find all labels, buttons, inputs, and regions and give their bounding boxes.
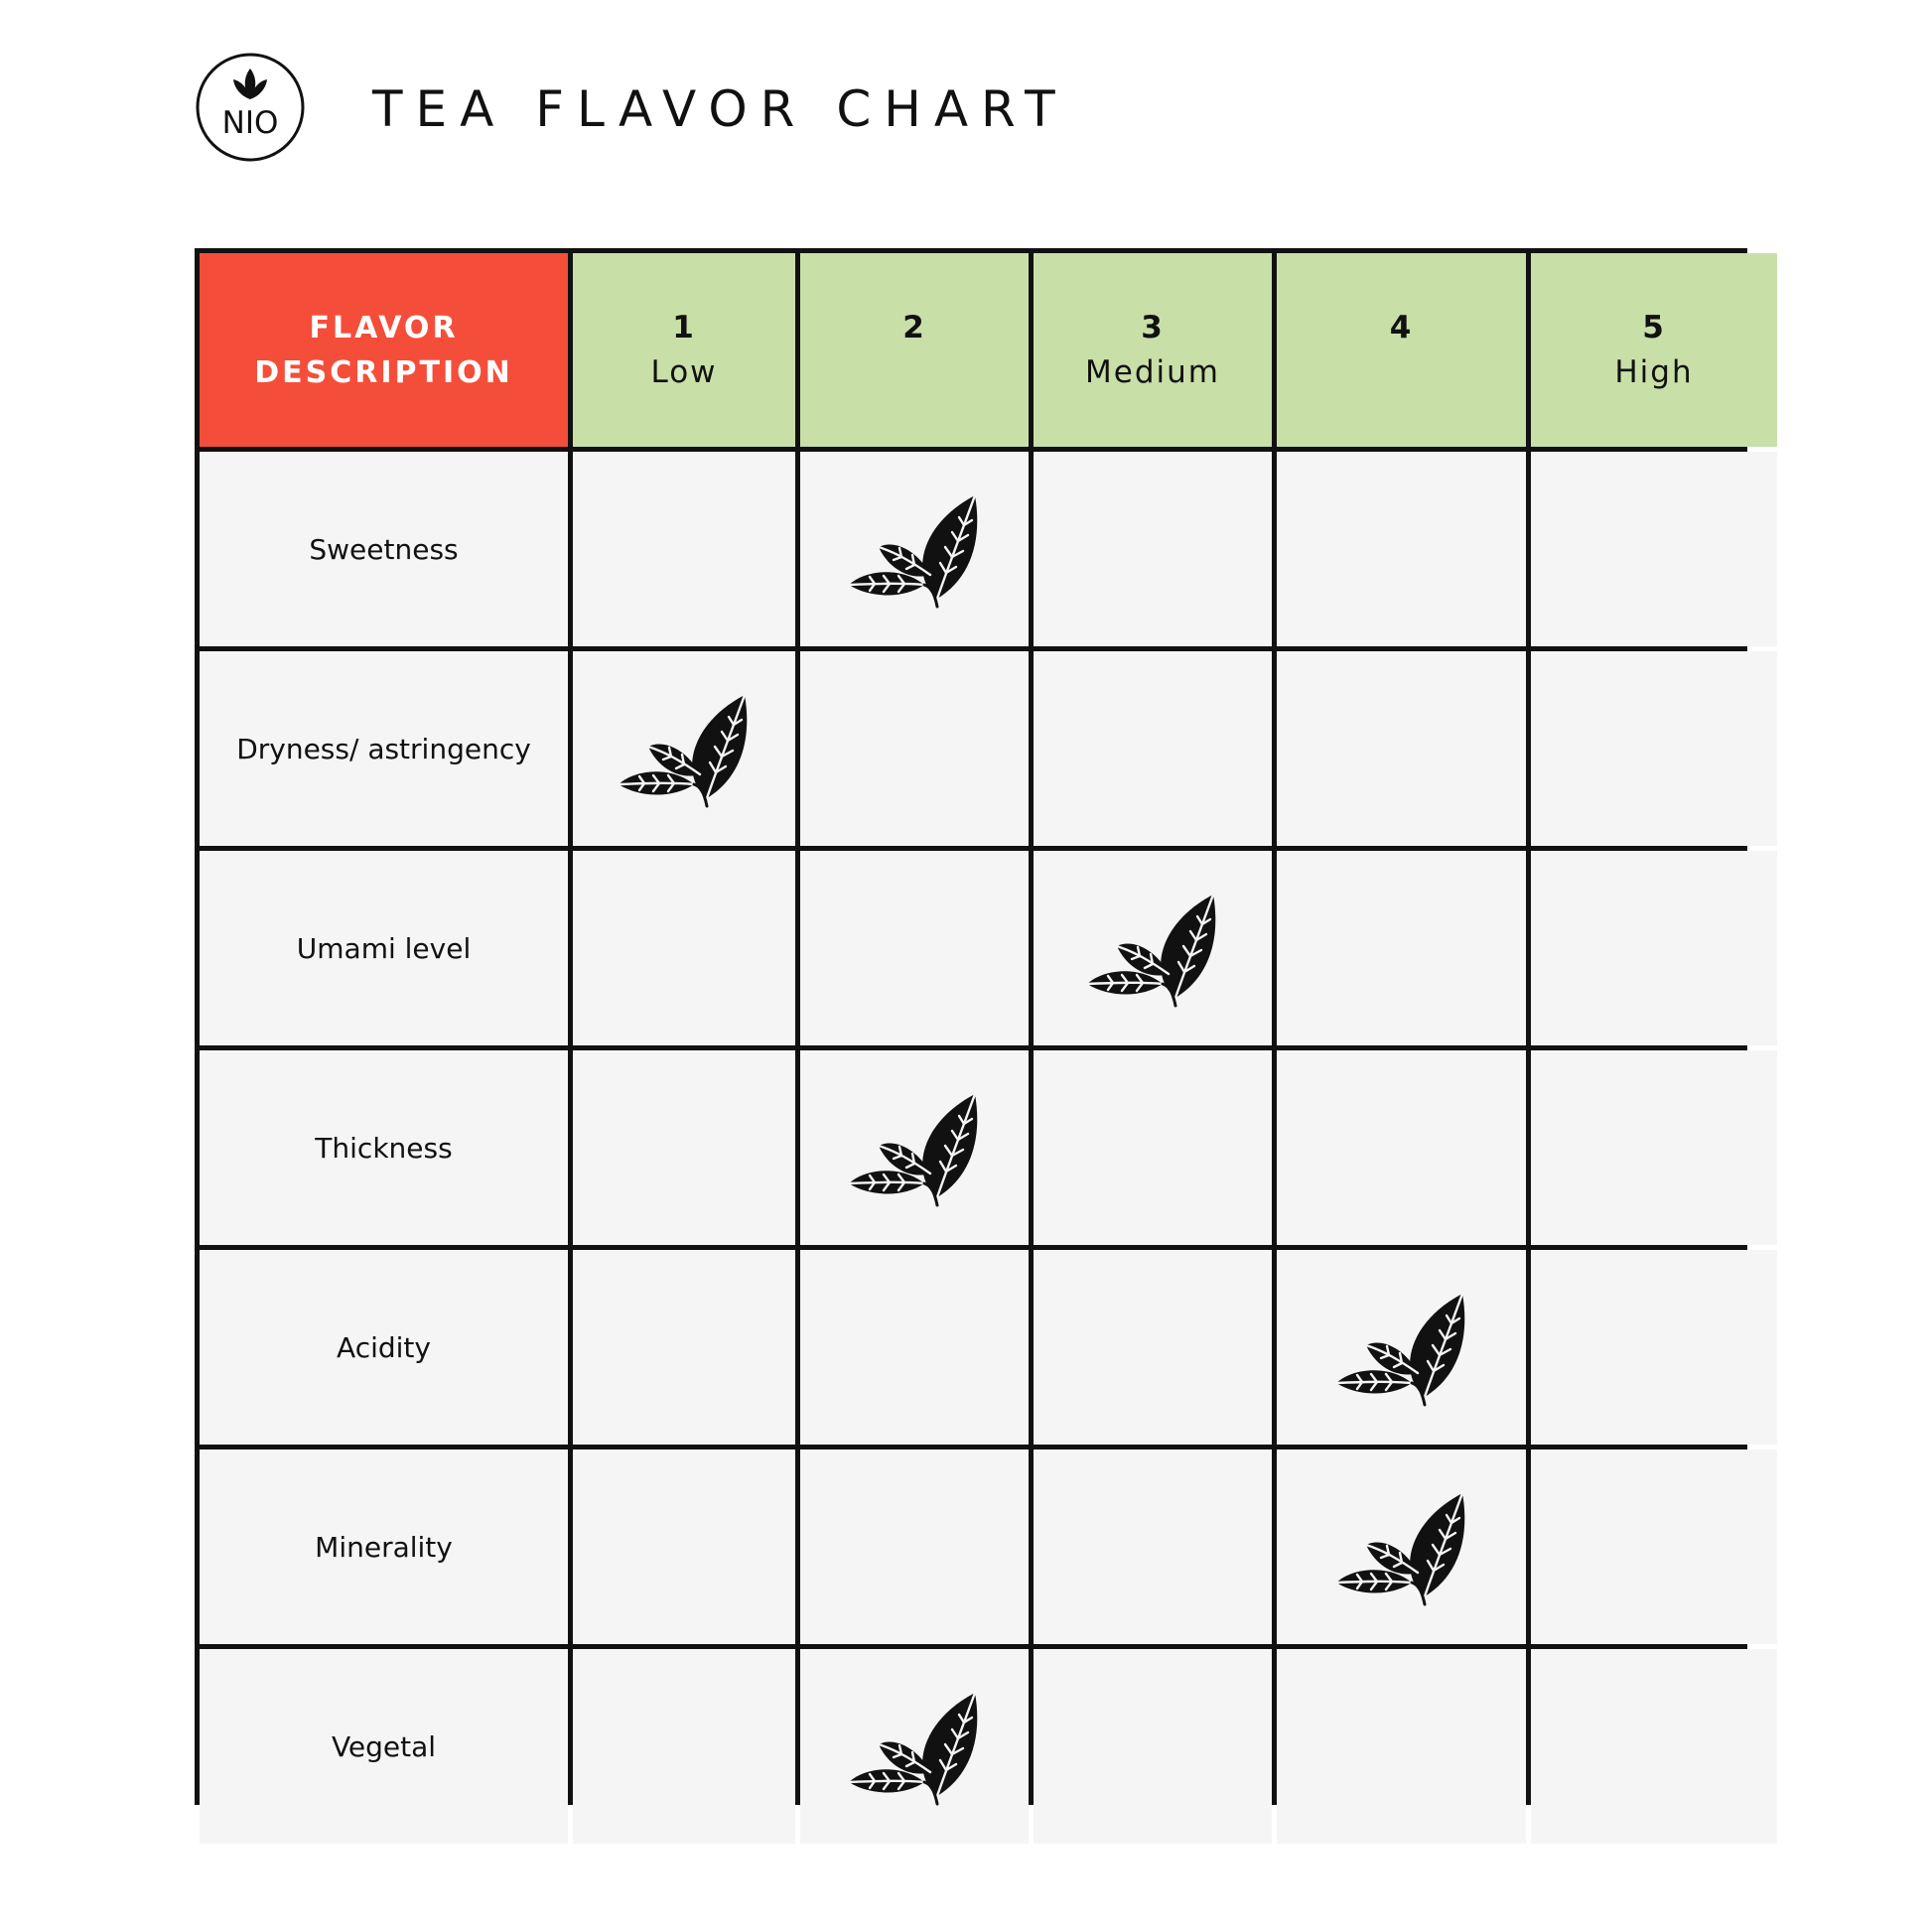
rating-cell bbox=[800, 1649, 1029, 1844]
rating-cell bbox=[1034, 1449, 1272, 1644]
rating-cell bbox=[1277, 1649, 1526, 1844]
level-number: 3 bbox=[1141, 309, 1165, 345]
rating-cell bbox=[1531, 651, 1777, 846]
tea-leaf-icon bbox=[845, 1088, 984, 1207]
rating-marker bbox=[1332, 1288, 1471, 1407]
rating-cell bbox=[573, 651, 795, 846]
flavor-header-word: DESCRIPTION bbox=[254, 354, 513, 390]
page-title: TEA FLAVOR CHART bbox=[372, 80, 1068, 138]
logo-leaves-icon bbox=[233, 69, 267, 99]
level-header-5: 5 High bbox=[1531, 253, 1777, 447]
rating-cell bbox=[573, 1250, 795, 1445]
flavor-label: Thickness bbox=[200, 1050, 568, 1245]
rating-marker bbox=[845, 1088, 984, 1207]
level-header-3: 3 Medium bbox=[1034, 253, 1272, 447]
flavor-description-header: FLAVOR DESCRIPTION bbox=[200, 253, 568, 447]
rating-marker bbox=[845, 1687, 984, 1806]
flavor-label: Umami level bbox=[200, 851, 568, 1045]
tea-leaf-icon bbox=[845, 1687, 984, 1806]
rating-cell bbox=[1277, 1050, 1526, 1245]
logo-mark: NIO bbox=[196, 53, 305, 162]
rating-cell bbox=[1277, 1250, 1526, 1445]
flavor-label: Acidity bbox=[200, 1250, 568, 1445]
tea-leaf-icon bbox=[1332, 1487, 1471, 1606]
tea-leaf-icon bbox=[1332, 1288, 1471, 1407]
rating-cell bbox=[1531, 1050, 1777, 1245]
rating-cell bbox=[800, 1449, 1029, 1644]
level-number: 4 bbox=[1389, 309, 1414, 345]
level-label: Low bbox=[650, 353, 718, 390]
rating-cell bbox=[1034, 1050, 1272, 1245]
rating-cell bbox=[573, 1050, 795, 1245]
rating-cell bbox=[1034, 651, 1272, 846]
rating-cell bbox=[800, 1050, 1029, 1245]
rating-cell bbox=[800, 1250, 1029, 1445]
rating-cell bbox=[1531, 452, 1777, 646]
flavor-label: Minerality bbox=[200, 1449, 568, 1644]
rating-marker bbox=[845, 489, 984, 609]
rating-marker bbox=[1083, 889, 1222, 1008]
rating-cell bbox=[1531, 1250, 1777, 1445]
flavor-label: Sweetness bbox=[200, 452, 568, 646]
flavor-label: Dryness/ astringency bbox=[200, 651, 568, 846]
level-header-2: 2 bbox=[800, 253, 1029, 447]
flavor-header-word: FLAVOR bbox=[309, 310, 459, 345]
rating-cell bbox=[573, 1649, 795, 1844]
tea-leaf-icon bbox=[615, 689, 754, 808]
rating-cell bbox=[1277, 851, 1526, 1045]
rating-cell bbox=[1034, 851, 1272, 1045]
flavor-table: FLAVOR DESCRIPTION 1 Low 2 3 Medium 4 5 High Swee… bbox=[195, 248, 1777, 1844]
rating-cell bbox=[1531, 851, 1777, 1045]
rating-marker bbox=[615, 689, 754, 808]
rating-cell bbox=[1034, 1649, 1272, 1844]
rating-cell bbox=[800, 651, 1029, 846]
rating-cell bbox=[800, 851, 1029, 1045]
tea-leaf-icon bbox=[1083, 889, 1222, 1008]
rating-cell bbox=[573, 1449, 795, 1644]
tea-leaf-icon bbox=[845, 489, 984, 609]
rating-cell bbox=[1277, 452, 1526, 646]
flavor-label: Vegetal bbox=[200, 1649, 568, 1844]
level-number: 5 bbox=[1642, 309, 1666, 345]
rating-cell bbox=[1531, 1649, 1777, 1844]
level-header-1: 1 Low bbox=[573, 253, 795, 447]
level-number: 1 bbox=[672, 309, 696, 345]
rating-cell bbox=[1034, 1250, 1272, 1445]
level-label: High bbox=[1614, 353, 1694, 390]
rating-cell bbox=[573, 851, 795, 1045]
rating-cell bbox=[1277, 651, 1526, 846]
logo-text: NIO bbox=[222, 105, 279, 141]
rating-cell bbox=[1034, 452, 1272, 646]
level-number: 2 bbox=[902, 309, 926, 345]
rating-cell bbox=[1277, 1449, 1526, 1644]
rating-cell bbox=[573, 452, 795, 646]
rating-cell bbox=[1531, 1449, 1777, 1644]
rating-cell bbox=[800, 452, 1029, 646]
level-header-4: 4 bbox=[1277, 253, 1526, 447]
rating-marker bbox=[1332, 1487, 1471, 1606]
level-label: Medium bbox=[1085, 353, 1220, 390]
nio-logo: NIO bbox=[195, 52, 306, 163]
